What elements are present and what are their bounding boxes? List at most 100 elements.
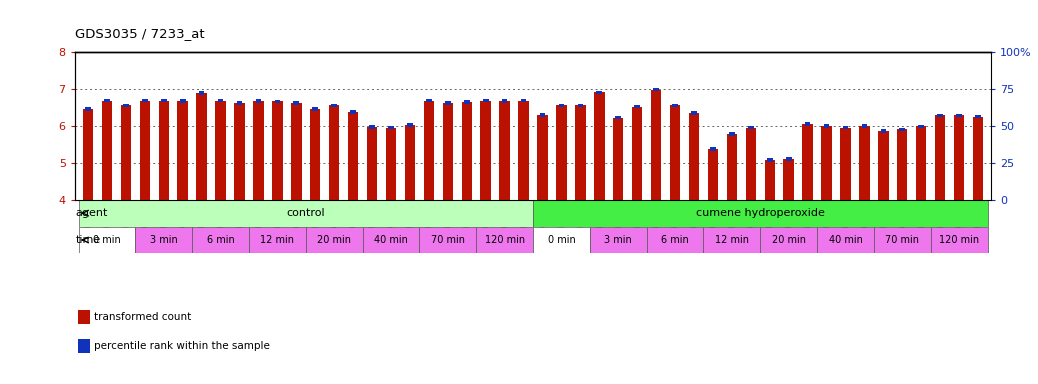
Bar: [760, 227, 817, 253]
Bar: [424, 101, 434, 200]
Bar: [632, 106, 643, 200]
Bar: [534, 227, 590, 253]
Text: 20 min: 20 min: [318, 235, 351, 245]
Bar: [841, 127, 851, 200]
Bar: [386, 127, 397, 200]
Bar: [594, 93, 604, 200]
Bar: [804, 122, 811, 126]
Bar: [786, 157, 792, 161]
Bar: [476, 227, 534, 253]
Bar: [79, 200, 534, 227]
Bar: [647, 227, 704, 253]
Bar: [272, 101, 282, 200]
Bar: [237, 101, 242, 105]
Bar: [198, 91, 204, 95]
Bar: [689, 113, 700, 200]
Bar: [481, 101, 491, 200]
Text: 6 min: 6 min: [207, 235, 235, 245]
Text: percentile rank within the sample: percentile rank within the sample: [94, 341, 270, 351]
Bar: [407, 123, 413, 127]
Bar: [501, 99, 508, 103]
Text: 12 min: 12 min: [261, 235, 295, 245]
Text: 6 min: 6 min: [661, 235, 689, 245]
Bar: [745, 127, 756, 200]
Bar: [540, 113, 545, 116]
Bar: [310, 109, 321, 200]
Bar: [135, 227, 192, 253]
Text: 120 min: 120 min: [485, 235, 524, 245]
Bar: [817, 227, 874, 253]
Bar: [83, 109, 93, 200]
Text: 0 min: 0 min: [547, 235, 575, 245]
Bar: [874, 227, 931, 253]
Bar: [651, 89, 661, 200]
Bar: [366, 127, 377, 200]
Bar: [597, 91, 602, 94]
Text: control: control: [286, 208, 325, 218]
Bar: [824, 124, 829, 127]
Bar: [916, 126, 927, 200]
Text: 3 min: 3 min: [604, 235, 632, 245]
Bar: [534, 200, 987, 227]
Bar: [556, 106, 567, 200]
Bar: [139, 101, 151, 200]
Bar: [862, 124, 868, 127]
Bar: [196, 93, 207, 200]
Bar: [104, 99, 110, 103]
Bar: [499, 101, 510, 200]
Bar: [935, 116, 946, 200]
Bar: [973, 116, 983, 200]
Bar: [348, 112, 358, 200]
Bar: [613, 118, 624, 200]
Bar: [331, 104, 337, 107]
Bar: [900, 127, 905, 131]
Bar: [843, 126, 848, 129]
Text: 3 min: 3 min: [149, 235, 177, 245]
Bar: [312, 107, 318, 111]
Text: 40 min: 40 min: [828, 235, 863, 245]
Text: transformed count: transformed count: [94, 312, 192, 322]
Bar: [120, 106, 131, 200]
Bar: [802, 124, 813, 200]
Bar: [274, 99, 280, 103]
Text: 20 min: 20 min: [771, 235, 805, 245]
Bar: [161, 99, 166, 103]
Bar: [445, 101, 450, 105]
Bar: [405, 125, 415, 200]
Bar: [215, 101, 225, 200]
Bar: [765, 160, 775, 200]
Bar: [729, 132, 735, 136]
Bar: [102, 101, 112, 200]
Bar: [218, 99, 223, 103]
Bar: [727, 134, 737, 200]
Bar: [708, 149, 718, 200]
Text: 40 min: 40 min: [374, 235, 408, 245]
Bar: [878, 131, 889, 200]
Bar: [249, 227, 306, 253]
Bar: [442, 103, 453, 200]
Bar: [634, 105, 640, 108]
Bar: [575, 106, 585, 200]
Text: GDS3035 / 7233_at: GDS3035 / 7233_at: [75, 27, 204, 40]
Bar: [388, 126, 393, 129]
Bar: [253, 101, 264, 200]
Bar: [192, 227, 249, 253]
Bar: [784, 159, 794, 200]
Text: 70 min: 70 min: [431, 235, 465, 245]
Bar: [931, 227, 987, 253]
Bar: [859, 126, 870, 200]
Bar: [691, 111, 696, 115]
Text: 120 min: 120 min: [939, 235, 979, 245]
Bar: [767, 158, 772, 162]
Bar: [710, 147, 716, 151]
Bar: [124, 104, 129, 107]
Bar: [329, 106, 339, 200]
Bar: [464, 100, 469, 104]
Text: 70 min: 70 min: [885, 235, 920, 245]
Bar: [426, 99, 432, 103]
Bar: [180, 99, 186, 103]
Bar: [558, 104, 565, 107]
Bar: [177, 101, 188, 200]
Text: time: time: [76, 235, 101, 245]
Bar: [306, 227, 362, 253]
